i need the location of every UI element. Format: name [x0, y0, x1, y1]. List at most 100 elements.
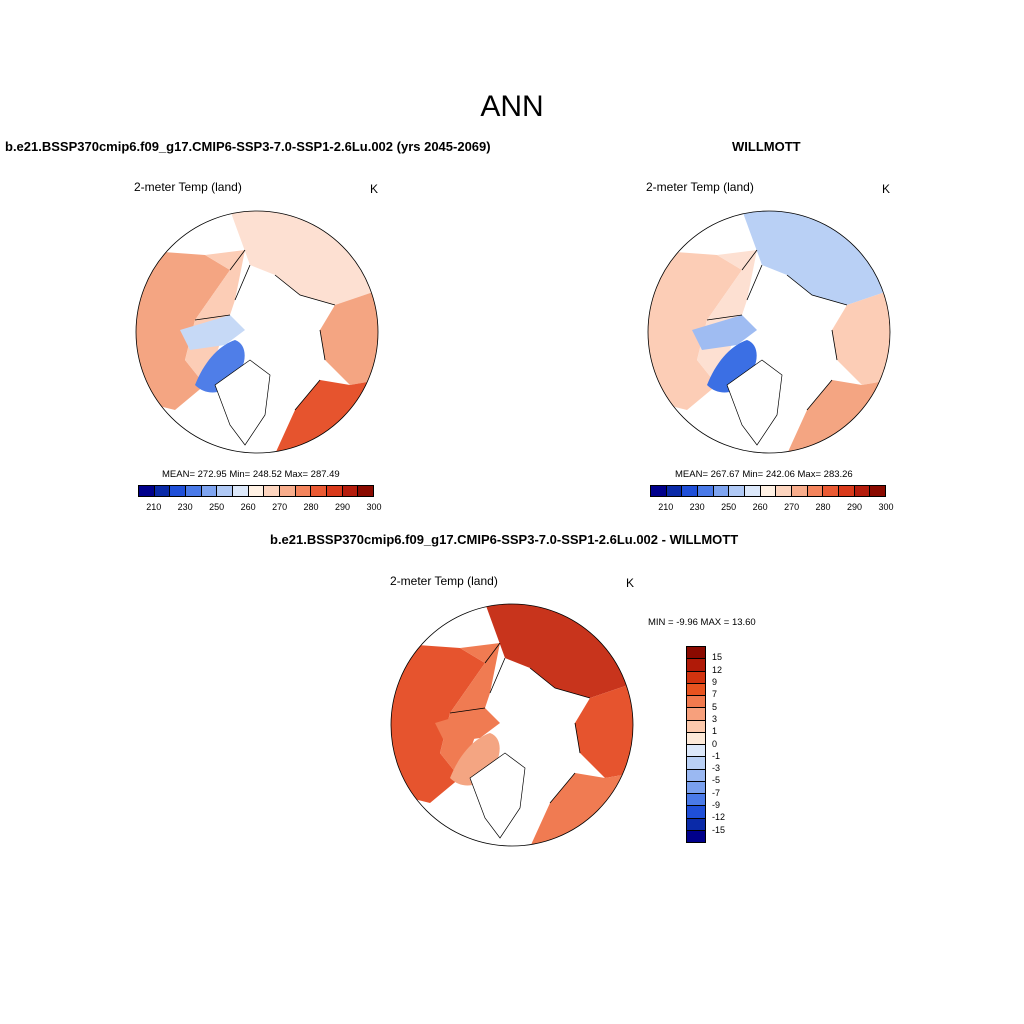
- coastline: [449, 642, 591, 804]
- panel-model-colorbar-ticks: 210 230 250 260 270 280 290 300: [138, 502, 381, 514]
- panel-obs-header: WILLMOTT: [732, 139, 801, 154]
- land-eurasia-central: [575, 683, 633, 778]
- land-greenland: [469, 752, 526, 839]
- colorbar-tick-label: -3: [712, 763, 721, 774]
- panel-obs-colorbar-ticks: 210 230 250 260 270 280 290 300: [650, 502, 893, 514]
- colorbar-swatch: [870, 486, 886, 496]
- colorbar-swatch: [687, 696, 705, 709]
- panel-diff-colorbar: [686, 646, 706, 843]
- colorbar-swatch: [327, 486, 343, 496]
- panel-model-header: b.e21.BSSP370cmip6.f09_g17.CMIP6-SSP3-7.…: [5, 139, 491, 154]
- colorbar-swatch: [687, 818, 705, 831]
- land-greenland: [726, 359, 783, 446]
- colorbar-swatch: [264, 486, 281, 496]
- colorbar-swatch: [807, 486, 824, 496]
- colorbar-tick-label: 1: [712, 726, 718, 737]
- panel-model-colorbar: [138, 485, 374, 497]
- panel-obs-variable: 2-meter Temp (land): [646, 180, 754, 194]
- colorbar-tick-label: 7: [712, 689, 718, 700]
- coastline: [706, 249, 848, 411]
- panel-model-stats: MEAN= 272.95 Min= 248.52 Max= 287.49: [162, 469, 340, 480]
- colorbar-swatch: [687, 720, 705, 733]
- colorbar-tick-label: 300: [366, 502, 382, 512]
- land-arctic-archipelago: [180, 315, 245, 350]
- colorbar-tick-label: -7: [712, 787, 721, 798]
- colorbar-tick-label: 290: [335, 502, 351, 512]
- colorbar-tick-label: 280: [815, 502, 831, 512]
- colorbar-swatch: [217, 486, 234, 496]
- colorbar-tick-label: 210: [146, 502, 162, 512]
- colorbar-swatch: [698, 486, 714, 496]
- colorbar-swatch: [342, 486, 359, 496]
- colorbar-swatch: [839, 486, 855, 496]
- colorbar-tick-label: 250: [721, 502, 737, 512]
- colorbar-tick-label: 12: [712, 664, 723, 675]
- panel-model-variable: 2-meter Temp (land): [134, 180, 242, 194]
- colorbar-swatch: [776, 486, 793, 496]
- land-eurasia-central: [320, 290, 378, 385]
- colorbar-swatch: [170, 486, 187, 496]
- colorbar-swatch: [687, 659, 705, 672]
- colorbar-swatch: [280, 486, 296, 496]
- colorbar-tick-label: 5: [712, 701, 718, 712]
- coastline: [194, 249, 336, 411]
- colorbar-swatch: [854, 486, 871, 496]
- colorbar-swatch: [687, 732, 705, 745]
- colorbar-swatch: [687, 647, 705, 660]
- colorbar-swatch: [823, 486, 840, 496]
- colorbar-swatch: [687, 794, 705, 807]
- colorbar-swatch: [745, 486, 761, 496]
- panel-obs-polar-map: [647, 210, 891, 454]
- colorbar-swatch: [311, 486, 328, 496]
- panel-diff-stats: MIN = -9.96 MAX = 13.60: [648, 617, 756, 628]
- panel-obs-units: K: [882, 182, 891, 196]
- colorbar-swatch: [358, 486, 374, 496]
- colorbar-swatch: [713, 486, 730, 496]
- panel-diff-units: K: [626, 576, 635, 590]
- colorbar-swatch: [186, 486, 202, 496]
- panel-diff-header: b.e21.BSSP370cmip6.f09_g17.CMIP6-SSP3-7.…: [270, 532, 739, 547]
- colorbar-tick-label: -5: [712, 775, 721, 786]
- colorbar-swatch: [687, 708, 705, 721]
- colorbar-swatch: [687, 781, 705, 794]
- map-boundary: [135, 210, 379, 454]
- colorbar-tick-label: 3: [712, 713, 718, 724]
- colorbar-swatch: [139, 486, 155, 496]
- colorbar-tick-label: -12: [712, 812, 726, 823]
- colorbar-swatch: [154, 486, 171, 496]
- panel-diff-variable: 2-meter Temp (land): [390, 574, 498, 588]
- figure-title: ANN: [480, 90, 544, 123]
- colorbar-tick-label: 290: [847, 502, 863, 512]
- panel-diff-colorbar-ticks: 15 12 9 7 5 3 1 0 -1 -3 -5 -7 -9 -12 -15: [712, 646, 742, 843]
- colorbar-tick-label: -9: [712, 800, 721, 811]
- panel-model-units: K: [370, 182, 379, 196]
- colorbar-swatch: [687, 806, 705, 819]
- colorbar-tick-label: 270: [784, 502, 800, 512]
- colorbar-swatch: [248, 486, 265, 496]
- land-arctic-archipelago: [692, 315, 757, 350]
- colorbar-swatch: [792, 486, 808, 496]
- map-boundary: [390, 603, 634, 847]
- colorbar-tick-label: 9: [712, 676, 718, 687]
- colorbar-swatch: [687, 769, 705, 782]
- colorbar-swatch: [295, 486, 312, 496]
- colorbar-tick-label: 260: [240, 502, 256, 512]
- colorbar-tick-label: 230: [177, 502, 193, 512]
- colorbar-swatch: [687, 830, 705, 842]
- colorbar-tick-label: 260: [752, 502, 768, 512]
- colorbar-swatch: [233, 486, 249, 496]
- colorbar-swatch: [651, 486, 667, 496]
- colorbar-swatch: [729, 486, 746, 496]
- colorbar-tick-label: 210: [658, 502, 674, 512]
- colorbar-tick-label: 0: [712, 738, 718, 749]
- colorbar-swatch: [687, 745, 705, 758]
- colorbar-tick-label: -1: [712, 750, 721, 761]
- colorbar-tick-label: 300: [878, 502, 894, 512]
- colorbar-swatch: [666, 486, 683, 496]
- land-arctic-archipelago: [435, 708, 500, 743]
- panel-obs-stats: MEAN= 267.67 Min= 242.06 Max= 283.26: [675, 469, 853, 480]
- colorbar-swatch: [760, 486, 777, 496]
- land-eurasia-central: [832, 290, 890, 385]
- panel-obs-colorbar: [650, 485, 886, 497]
- colorbar-tick-label: 250: [209, 502, 225, 512]
